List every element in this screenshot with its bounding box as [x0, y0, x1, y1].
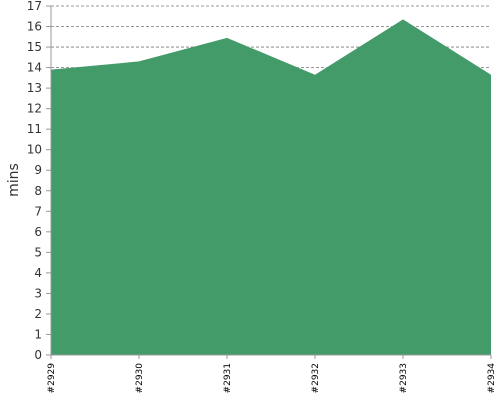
y-tick-label: 1	[34, 327, 42, 341]
y-tick-label: 15	[27, 40, 42, 54]
y-tick-label: 6	[34, 225, 42, 239]
y-tick-label: 14	[27, 61, 42, 75]
y-tick-label: 0	[34, 348, 42, 362]
y-tick-label: 3	[34, 286, 42, 300]
x-tick-label: #2933	[399, 363, 409, 393]
area-series	[50, 19, 492, 356]
x-tick-label: #2934	[487, 363, 497, 394]
x-tick-label: #2931	[223, 363, 233, 393]
y-tick-label: 9	[34, 163, 42, 177]
y-tick-label: 11	[27, 122, 42, 136]
y-tick-label: 13	[27, 81, 42, 95]
y-tick-label: 16	[27, 20, 42, 34]
y-tick-label: 4	[34, 266, 42, 280]
x-tick-label: #2932	[311, 363, 321, 393]
x-tick-label: #2930	[135, 363, 145, 394]
y-tick-label: 17	[27, 0, 42, 13]
x-tick-label: #2929	[47, 363, 57, 394]
y-tick-label: 12	[27, 102, 42, 116]
x-tick-labels: #2929 #2930 #2931 #2932 #2933 #2934	[47, 363, 497, 394]
y-tick-label: 8	[34, 184, 42, 198]
y-tick-label: 7	[34, 204, 42, 218]
axes	[46, 5, 492, 359]
y-tick-label: 5	[34, 245, 42, 259]
area-fill	[51, 19, 491, 356]
y-tick-label: 10	[27, 143, 42, 157]
y-axis-label: mins	[6, 163, 22, 197]
y-tick-label: 2	[34, 307, 42, 321]
